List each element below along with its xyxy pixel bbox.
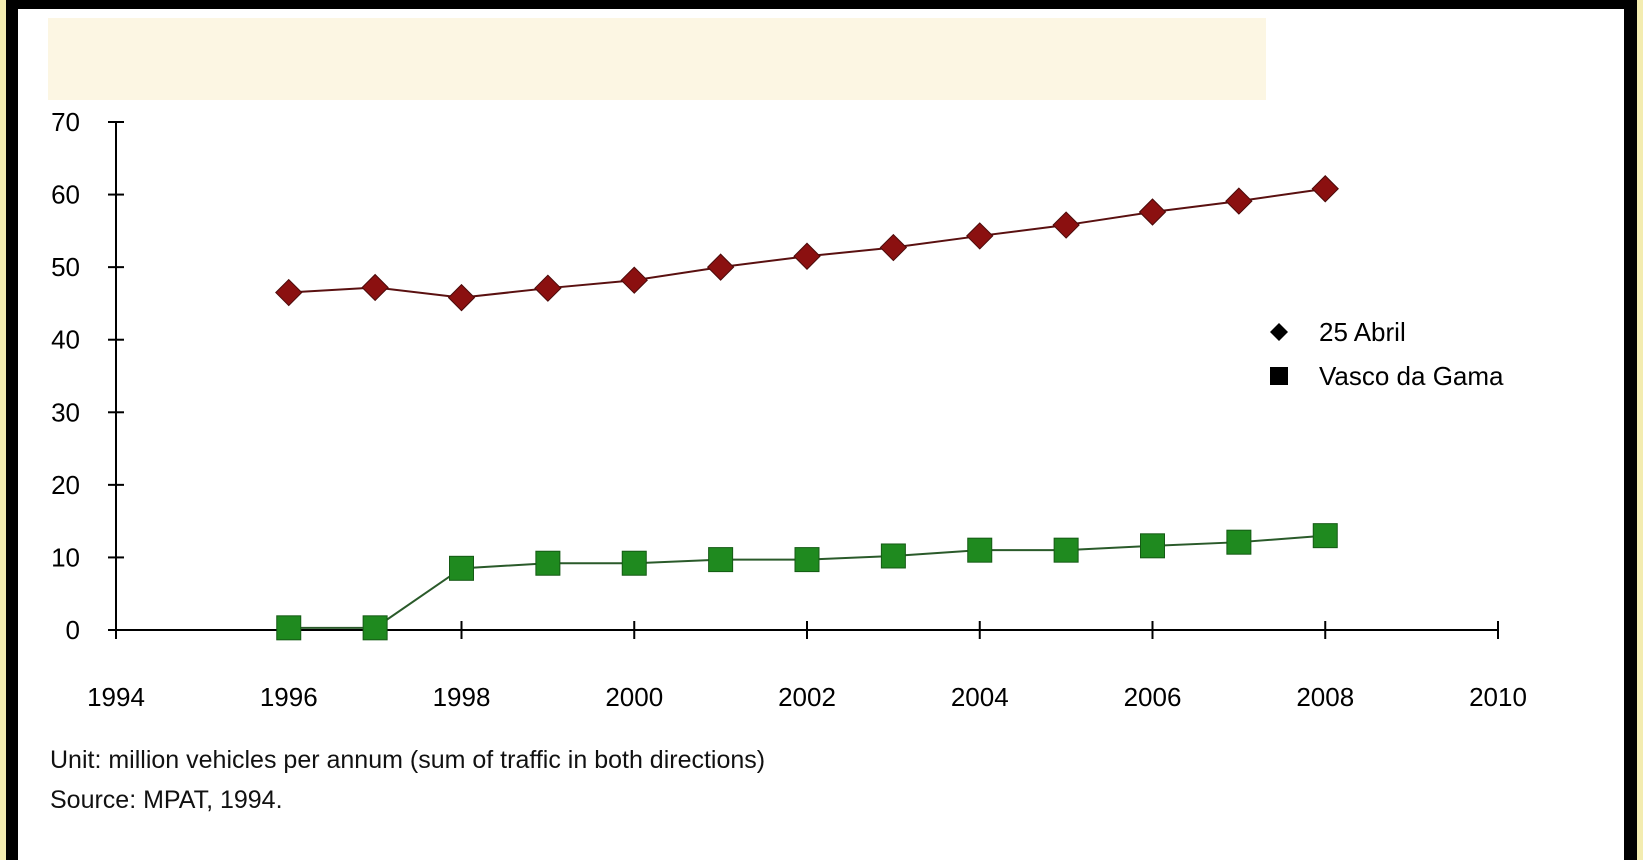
y-tick-label: 50	[51, 252, 80, 282]
data-point	[1138, 198, 1167, 226]
y-tick-label: 30	[51, 397, 80, 427]
chart-frame: 0 10 20 30 40 50 60 70 1994 1996 1998 2000 2002 2004 2…	[6, 0, 1637, 860]
y-tick-label: 0	[66, 615, 80, 645]
data-point	[967, 537, 993, 563]
data-point	[880, 543, 906, 569]
y-tick-label: 70	[51, 107, 80, 137]
y-tick-label: 10	[51, 542, 80, 572]
data-point	[1140, 533, 1165, 559]
data-point	[1052, 211, 1080, 239]
line-chart: 0 10 20 30 40 50 60 70 1994 1996 1998 2000 2002 2004 2…	[51, 107, 1527, 712]
data-point	[1225, 187, 1253, 215]
legend-label: 25 Abril	[1319, 317, 1406, 347]
data-point	[275, 278, 303, 307]
title-band	[48, 18, 1266, 100]
y-tick-label: 60	[51, 180, 80, 210]
source-note: Source: MPAT, 1994.	[50, 786, 283, 814]
data-point	[706, 253, 735, 281]
data-point	[879, 233, 908, 262]
data-point	[620, 266, 648, 294]
axes: 0 10 20 30 40 50 60 70 1994 1996 1998 2000 2002 2004 2…	[51, 107, 1527, 712]
y-tick-label: 20	[51, 470, 80, 500]
chart-panel: 0 10 20 30 40 50 60 70 1994 1996 1998 2000 2002 2004 2…	[18, 9, 1624, 860]
data-point	[447, 283, 476, 312]
x-tick-label: 2008	[1296, 682, 1354, 712]
x-tick-label: 2000	[605, 682, 663, 712]
data-point	[449, 555, 474, 581]
x-tick-label: 2004	[951, 682, 1009, 712]
x-tick-label: 1996	[260, 682, 318, 712]
data-point	[1053, 537, 1079, 563]
x-tick-label: 1998	[433, 682, 491, 712]
legend: 25 Abril Vasco da Gama	[1270, 317, 1504, 391]
data-point	[793, 242, 821, 270]
legend-marker-square	[1270, 367, 1288, 385]
data-point	[708, 547, 734, 573]
data-point	[621, 550, 647, 576]
x-tick-label: 2010	[1469, 682, 1527, 712]
data-point	[362, 615, 388, 641]
data-point	[535, 550, 561, 576]
series-layer	[275, 175, 1339, 641]
data-point	[534, 274, 562, 302]
data-point	[1311, 175, 1339, 203]
x-tick-label: 2002	[778, 682, 836, 712]
data-point	[361, 273, 389, 302]
x-tick-label: 1994	[87, 682, 145, 712]
x-tick-label: 2006	[1124, 682, 1182, 712]
data-point	[966, 222, 994, 250]
data-point	[794, 547, 820, 573]
legend-label: Vasco da Gama	[1319, 361, 1504, 391]
unit-note: Unit: million vehicles per annum (sum of…	[50, 746, 766, 774]
data-point	[1312, 523, 1338, 549]
data-point	[276, 615, 302, 641]
y-tick-label: 40	[51, 325, 80, 355]
legend-marker-diamond	[1270, 323, 1288, 341]
data-point	[1226, 529, 1252, 555]
